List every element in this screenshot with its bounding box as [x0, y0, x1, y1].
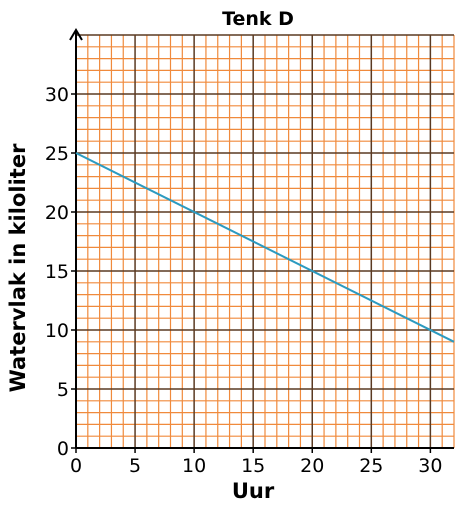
y-tick-label: 25: [45, 143, 69, 165]
x-tick-labels: 0 5 10 15 20 25 30: [70, 455, 443, 477]
y-tick-label: 5: [57, 379, 69, 401]
x-tick-label: 5: [129, 455, 141, 477]
y-tick-label: 10: [45, 320, 69, 342]
x-tick-label: 20: [300, 455, 324, 477]
minor-grid: [76, 35, 455, 448]
chart-title: Tenk D: [222, 8, 294, 30]
x-tick-label: 0: [70, 455, 82, 477]
y-tick-label: 30: [45, 84, 69, 106]
major-grid: [76, 34, 454, 448]
x-tick-label: 25: [359, 455, 383, 477]
y-tick-label: 20: [45, 202, 69, 224]
y-axis-label: Watervlak in kiloliter: [6, 143, 30, 392]
x-tick-label: 15: [241, 455, 265, 477]
axes: [69, 28, 454, 453]
series-layer: [75, 152, 455, 343]
x-tick-label: 10: [182, 455, 206, 477]
y-tick-labels: 0 5 10 15 20 25 30: [45, 84, 69, 460]
x-axis-label: Uur: [232, 479, 275, 503]
x-tick-label: 30: [418, 455, 442, 477]
y-tick-label: 15: [45, 261, 69, 283]
series-line: [75, 152, 455, 343]
y-axis-arrow: [69, 28, 83, 41]
y-tick-label: 0: [57, 438, 69, 460]
